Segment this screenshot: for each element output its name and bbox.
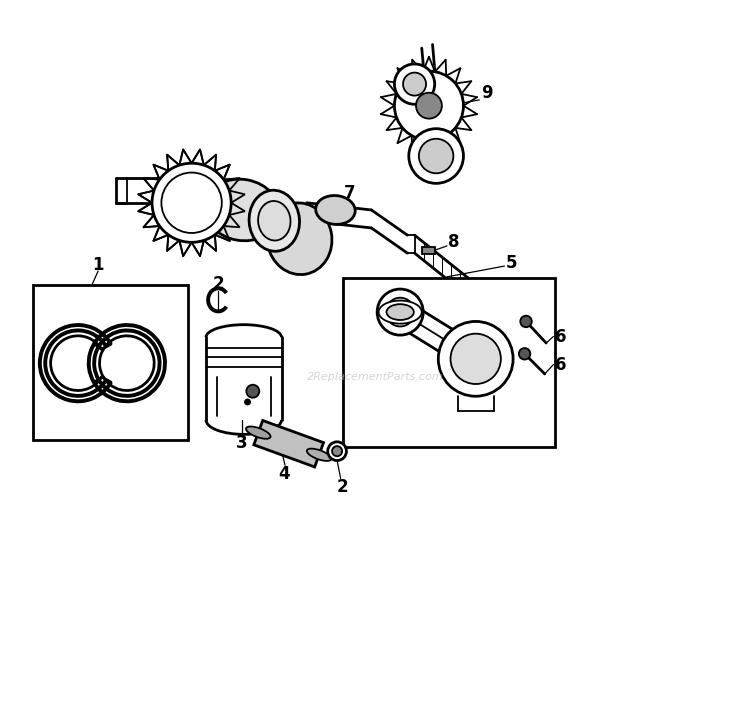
Polygon shape — [406, 81, 451, 161]
Circle shape — [409, 129, 464, 183]
Text: 5: 5 — [506, 254, 518, 272]
Circle shape — [386, 297, 415, 326]
Circle shape — [438, 321, 513, 396]
Text: 7: 7 — [344, 183, 355, 201]
Text: 6: 6 — [555, 356, 566, 373]
Text: 2ReplacementParts.com: 2ReplacementParts.com — [307, 372, 443, 382]
Circle shape — [451, 334, 501, 384]
Ellipse shape — [307, 448, 332, 461]
Ellipse shape — [258, 201, 290, 240]
Circle shape — [416, 92, 442, 118]
Ellipse shape — [249, 190, 299, 251]
Text: 2: 2 — [212, 275, 224, 293]
Text: 1: 1 — [92, 256, 104, 274]
Text: 2: 2 — [336, 478, 348, 496]
Ellipse shape — [205, 179, 280, 240]
Circle shape — [394, 64, 435, 104]
Circle shape — [403, 73, 426, 95]
Circle shape — [377, 289, 423, 335]
Bar — [33, 285, 188, 440]
Text: 9: 9 — [481, 84, 492, 103]
Bar — [422, 248, 435, 254]
Ellipse shape — [316, 196, 356, 225]
Circle shape — [394, 71, 464, 140]
Ellipse shape — [386, 304, 414, 320]
Circle shape — [419, 139, 454, 173]
Polygon shape — [254, 420, 323, 467]
Text: 4: 4 — [278, 465, 290, 483]
Circle shape — [328, 442, 346, 461]
Circle shape — [332, 446, 342, 456]
Ellipse shape — [379, 300, 422, 323]
Text: 8: 8 — [448, 233, 460, 251]
Text: 3: 3 — [236, 434, 248, 452]
Text: 6: 6 — [555, 328, 566, 346]
Circle shape — [244, 399, 250, 405]
Circle shape — [520, 316, 532, 327]
Ellipse shape — [246, 427, 271, 439]
Circle shape — [246, 385, 259, 398]
Bar — [343, 278, 555, 448]
Circle shape — [255, 198, 286, 230]
Ellipse shape — [267, 203, 332, 274]
Circle shape — [152, 163, 231, 243]
Circle shape — [519, 348, 530, 360]
Circle shape — [161, 173, 222, 233]
